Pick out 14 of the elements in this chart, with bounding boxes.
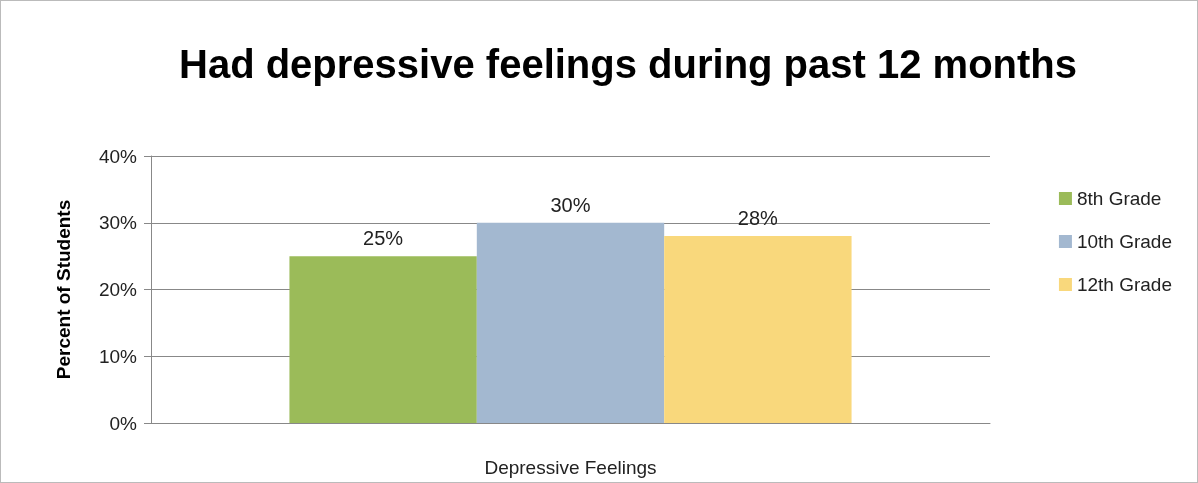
legend-label: 10th Grade: [1076, 231, 1173, 252]
y-tick-label: 40%: [98, 145, 138, 167]
data-label: 28%: [737, 207, 779, 230]
y-tick-label: 30%: [98, 212, 138, 234]
y-axis-title: Percent of Students: [53, 199, 74, 380]
y-tick-label: 10%: [98, 345, 138, 367]
legend-label: 8th Grade: [1076, 188, 1162, 209]
y-tick-label: 20%: [98, 279, 138, 300]
chart-title: Had depressive feelings during past 12 months: [178, 42, 1078, 86]
y-tick-label: 0%: [109, 412, 138, 434]
data-label: 25%: [363, 227, 404, 250]
x-axis-title: Depressive Feelings: [484, 457, 657, 478]
legend-label: 12th Grade: [1076, 274, 1173, 295]
data-label: 30%: [550, 193, 591, 216]
